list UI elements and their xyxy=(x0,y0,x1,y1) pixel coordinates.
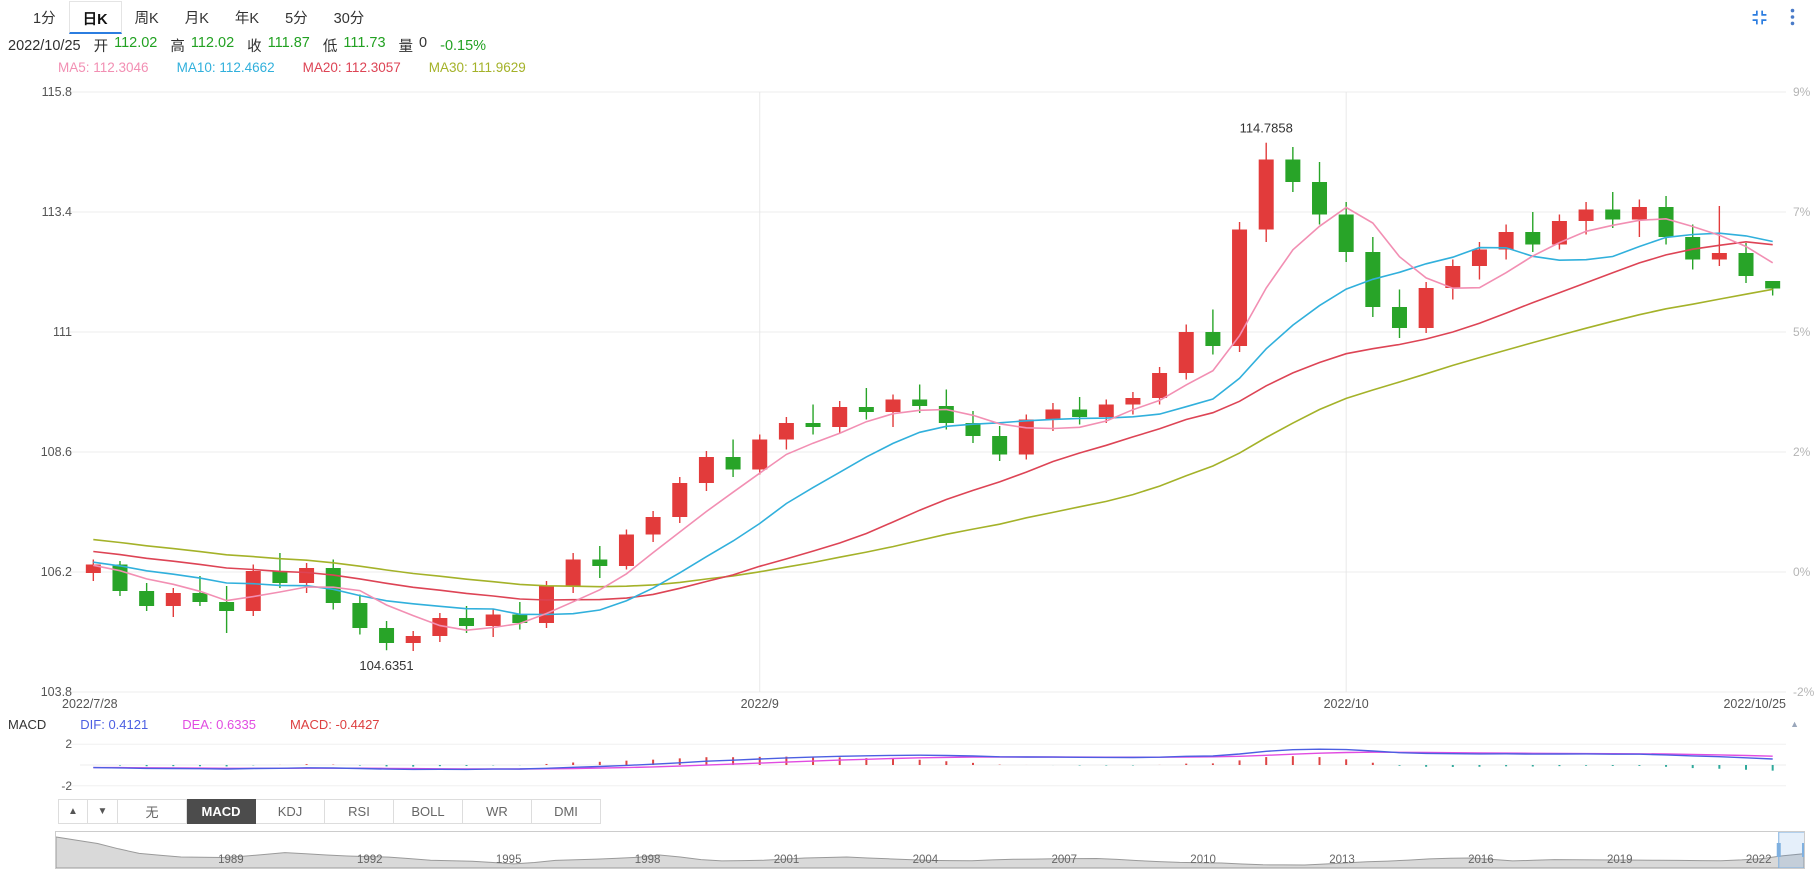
fit-screen-icon[interactable] xyxy=(1751,9,1768,26)
svg-text:2013: 2013 xyxy=(1329,854,1355,866)
change-percent: -0.15% xyxy=(440,37,487,54)
indicator-down-button[interactable]: ▼ xyxy=(88,798,118,824)
low-label: 低 xyxy=(322,39,338,55)
svg-text:1995: 1995 xyxy=(496,854,522,866)
high-value: 112.02 xyxy=(190,35,235,51)
grid-layer: 115.8 9% 113.4 7% 111 5% 108.6 2% 106.2 0% 103.8 -2… xyxy=(41,85,1815,711)
tab-monthly-k[interactable]: 月K xyxy=(184,11,209,27)
svg-text:1998: 1998 xyxy=(635,854,661,866)
close-value: 111.87 xyxy=(267,35,310,51)
navigator-left-handle[interactable] xyxy=(1776,843,1781,857)
quote-date: 2022/10/25 xyxy=(8,37,81,54)
low-value: 111.73 xyxy=(343,35,386,51)
dea-value: DEA: 0.6335 xyxy=(182,716,256,732)
svg-text:103.8: 103.8 xyxy=(41,685,72,699)
high-label: 高 xyxy=(170,39,185,55)
svg-text:0%: 0% xyxy=(1793,565,1811,579)
close-label: 收 xyxy=(247,39,262,55)
svg-text:108.6: 108.6 xyxy=(41,445,72,459)
indicator-bar: ▲ ▼ 无 MACD KDJ RSI BOLL WR DMI xyxy=(58,796,1817,826)
open-label: 开 xyxy=(93,39,109,55)
indicator-tab-none[interactable]: 无 xyxy=(118,798,187,824)
tab-5min[interactable]: 5分 xyxy=(285,11,308,27)
svg-text:7%: 7% xyxy=(1793,205,1811,219)
svg-text:2001: 2001 xyxy=(774,854,800,866)
svg-text:113.4: 113.4 xyxy=(42,205,72,219)
indicator-tab-rsi[interactable]: RSI xyxy=(325,798,394,824)
svg-text:2007: 2007 xyxy=(1052,854,1078,866)
navigator-selection[interactable] xyxy=(1778,831,1806,869)
dif-value: DIF: 0.4121 xyxy=(80,716,149,732)
quote-row: 2022/10/25 开 112.02 高 112.02 收 111.87 低 111.… xyxy=(0,34,1817,57)
tab-weekly-k[interactable]: 周K xyxy=(134,11,159,27)
indicator-tab-dmi[interactable]: DMI xyxy=(532,798,601,824)
svg-text:2: 2 xyxy=(65,737,72,751)
svg-text:106.2: 106.2 xyxy=(41,565,72,579)
macd-value: MACD: -0.4427 xyxy=(289,716,380,732)
macd-chart[interactable]: 2 -2 xyxy=(0,734,1817,796)
svg-text:2022/7/28: 2022/7/28 xyxy=(62,697,118,711)
svg-text:2010: 2010 xyxy=(1190,854,1216,866)
svg-text:2016: 2016 xyxy=(1468,854,1494,866)
svg-text:115.8: 115.8 xyxy=(42,85,72,99)
macd-legend: MACD DIF: 0.4121 DEA: 0.6335 MACD: -0.44… xyxy=(0,714,1817,734)
indicator-tab-boll[interactable]: BOLL xyxy=(394,798,463,824)
ma5-line xyxy=(93,206,1774,632)
volume-value: 0 xyxy=(419,35,428,51)
price-annotation: 114.7858 xyxy=(1240,121,1293,136)
tab-1min[interactable]: 1分 xyxy=(33,11,56,27)
svg-text:2022/9: 2022/9 xyxy=(741,697,779,711)
tab-yearly-k[interactable]: 年K xyxy=(234,11,260,27)
indicator-tab-macd[interactable]: MACD xyxy=(187,798,256,824)
navigator-wrap: 1989 1992 1995 1998 2001 2004 2007 2010 2013 2016… xyxy=(55,831,1817,874)
ma10-line xyxy=(93,232,1773,616)
panel-collapse-icon[interactable]: ▲ xyxy=(1790,719,1799,729)
open-value: 112.02 xyxy=(114,35,158,51)
tab-daily-k[interactable]: 日K xyxy=(68,0,122,34)
svg-text:2022: 2022 xyxy=(1746,854,1772,866)
svg-text:2019: 2019 xyxy=(1607,854,1633,866)
dif-line xyxy=(93,748,1773,771)
navigator-area xyxy=(55,836,1805,869)
indicator-tab-kdj[interactable]: KDJ xyxy=(256,798,325,824)
svg-text:2022/10: 2022/10 xyxy=(1324,697,1369,711)
macd-title: MACD xyxy=(8,716,47,732)
indicator-tab-wr[interactable]: WR xyxy=(463,798,532,824)
svg-text:1992: 1992 xyxy=(357,854,383,866)
svg-text:2004: 2004 xyxy=(913,854,939,866)
ma10-legend: MA10: 112.4662 xyxy=(176,60,275,75)
ma5-legend: MA5: 112.3046 xyxy=(58,60,149,75)
ma20-line xyxy=(93,240,1773,601)
volume-label: 量 xyxy=(398,39,414,55)
svg-text:2022/10/25: 2022/10/25 xyxy=(1723,697,1786,711)
svg-text:-2%: -2% xyxy=(1793,685,1815,699)
svg-text:111: 111 xyxy=(53,325,72,339)
indicator-up-button[interactable]: ▲ xyxy=(58,798,88,824)
svg-text:1989: 1989 xyxy=(218,854,244,866)
period-tab-bar: 1分 日K 周K 月K 年K 5分 30分 xyxy=(0,0,1817,34)
kebab-menu-icon[interactable] xyxy=(1790,8,1795,26)
price-annotation: 104.6351 xyxy=(359,658,413,673)
svg-text:5%: 5% xyxy=(1793,325,1811,339)
ma30-legend: MA30: 111.9629 xyxy=(428,60,526,75)
svg-text:-2: -2 xyxy=(61,779,72,793)
svg-text:9%: 9% xyxy=(1793,85,1811,99)
candlestick-chart[interactable]: 115.8 9% 113.4 7% 111 5% 108.6 2% 106.2 0% 103.8 -2… xyxy=(0,78,1817,714)
ma-legend: MA5: 112.3046 MA10: 112.4662 MA20: 112.3… xyxy=(0,57,1817,78)
macd-histogram xyxy=(92,756,1774,771)
ma20-legend: MA20: 112.3057 xyxy=(302,60,401,75)
ma30-line xyxy=(93,288,1773,588)
svg-text:2%: 2% xyxy=(1793,445,1811,459)
range-navigator[interactable]: 1989 1992 1995 1998 2001 2004 2007 2010 2013 2016… xyxy=(55,831,1806,869)
tab-30min[interactable]: 30分 xyxy=(333,11,365,27)
candles-layer xyxy=(85,142,1781,651)
